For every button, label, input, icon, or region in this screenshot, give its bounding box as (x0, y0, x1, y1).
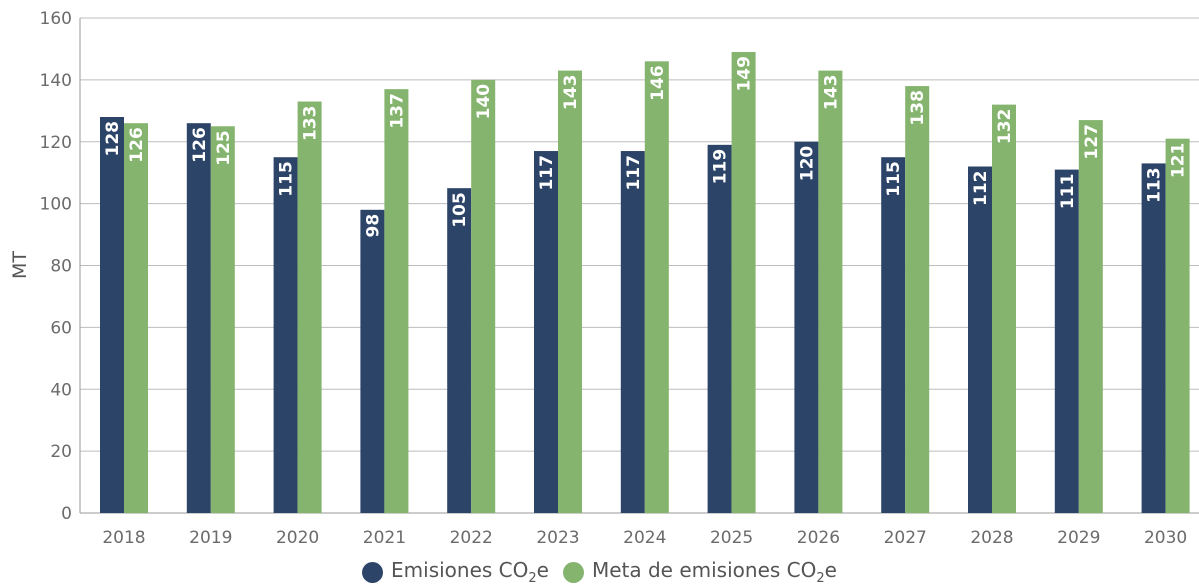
legend-swatch-meta (562, 561, 584, 583)
bar-data-label: 127 (1082, 124, 1102, 160)
x-tick-label: 2019 (189, 528, 232, 548)
bar (210, 126, 235, 513)
bars: 128 126 126 1251151339813710514011714311714… (100, 52, 1190, 513)
legend: Emisiones CO2e Meta de emisiones CO2e (0, 558, 1199, 586)
x-tick-label: 2023 (536, 528, 579, 548)
bar-data-label: 126 (190, 127, 210, 163)
bar (273, 157, 298, 513)
bar (471, 79, 496, 513)
bar (384, 89, 409, 513)
y-tick-label: 140 (40, 71, 72, 91)
bar-data-label: 132 (995, 109, 1015, 145)
y-tick-label: 120 (40, 133, 72, 153)
legend-label-emisiones: Emisiones CO2e (391, 558, 549, 586)
bar-data-label: 119 (711, 149, 731, 185)
bar (186, 123, 211, 513)
bar (794, 141, 819, 513)
bar-data-label: 137 (387, 93, 407, 129)
x-tick-label: 2026 (797, 528, 840, 548)
bar-data-label: 146 (648, 65, 668, 101)
bar-data-label: 143 (561, 75, 581, 111)
x-tick-label: 2030 (1144, 528, 1187, 548)
bar-data-label: 133 (301, 106, 321, 142)
legend-label-meta: Meta de emisiones CO2e (591, 558, 837, 586)
bar-data-label: 98 (363, 214, 383, 238)
bar (100, 117, 124, 513)
y-tick-label: 0 (61, 504, 72, 524)
y-axis-label: MT (9, 251, 31, 279)
legend-swatch-emisiones (362, 561, 384, 583)
bar (360, 209, 385, 513)
bar (297, 101, 322, 513)
x-tick-label: 2018 (102, 528, 145, 548)
x-tick-label: 2024 (623, 528, 666, 548)
x-tick-label: 2027 (884, 528, 927, 548)
x-tick-label: 2022 (450, 528, 493, 548)
x-tick-label: 2028 (970, 528, 1013, 548)
bar (968, 166, 992, 513)
bar-data-label: 138 (908, 90, 928, 126)
bar-data-label: 105 (450, 192, 470, 228)
y-axis-ticks: 0 20 40 60 80 100 120 140 160 (40, 9, 72, 524)
bar-data-label: 128 (103, 121, 123, 157)
bar-data-label: 120 (797, 146, 817, 182)
legend-item-emisiones: Emisiones CO2e (362, 558, 549, 586)
bar-data-label: 126 (127, 127, 147, 163)
bar (1165, 138, 1190, 513)
bar (1141, 163, 1166, 513)
y-tick-label: 60 (50, 318, 72, 338)
bar-data-label: 149 (735, 56, 755, 92)
x-tick-label: 2020 (276, 528, 319, 548)
bar-data-label: 115 (277, 161, 297, 197)
bar (905, 86, 930, 513)
bar-data-label: 143 (821, 75, 841, 111)
x-tick-label: 2025 (710, 528, 753, 548)
bar-data-label: 121 (1169, 143, 1189, 179)
bar (992, 104, 1016, 513)
bar-data-label: 117 (624, 155, 644, 191)
bar (534, 151, 558, 513)
x-tick-label: 2021 (363, 528, 406, 548)
bar-data-label: 111 (1058, 174, 1078, 210)
bar (447, 188, 472, 513)
bar (558, 70, 582, 513)
bar-data-label: 112 (971, 171, 991, 207)
bar-data-label: 113 (1145, 167, 1165, 203)
y-tick-label: 40 (50, 380, 72, 400)
bar (620, 151, 645, 513)
y-tick-label: 80 (50, 257, 72, 277)
bar (818, 70, 843, 513)
bar (707, 144, 732, 513)
bar-data-label: 115 (884, 161, 904, 197)
bar-data-label: 125 (214, 130, 234, 166)
bar-data-label: 117 (537, 155, 557, 191)
legend-item-meta: Meta de emisiones CO2e (562, 558, 837, 586)
x-axis-ticks: 2018 2019 2020 2021 2022 2023 2024 2025 2026 2027… (102, 528, 1187, 548)
bar (124, 123, 148, 513)
y-tick-label: 20 (50, 442, 72, 462)
bar (881, 157, 906, 513)
y-tick-label: 100 (40, 195, 72, 215)
bar (1078, 120, 1103, 513)
x-tick-label: 2029 (1057, 528, 1100, 548)
bar (1054, 169, 1079, 513)
bar-data-label: 140 (474, 84, 494, 120)
y-tick-label: 160 (40, 9, 72, 29)
bar (644, 61, 669, 513)
bar (731, 52, 756, 513)
